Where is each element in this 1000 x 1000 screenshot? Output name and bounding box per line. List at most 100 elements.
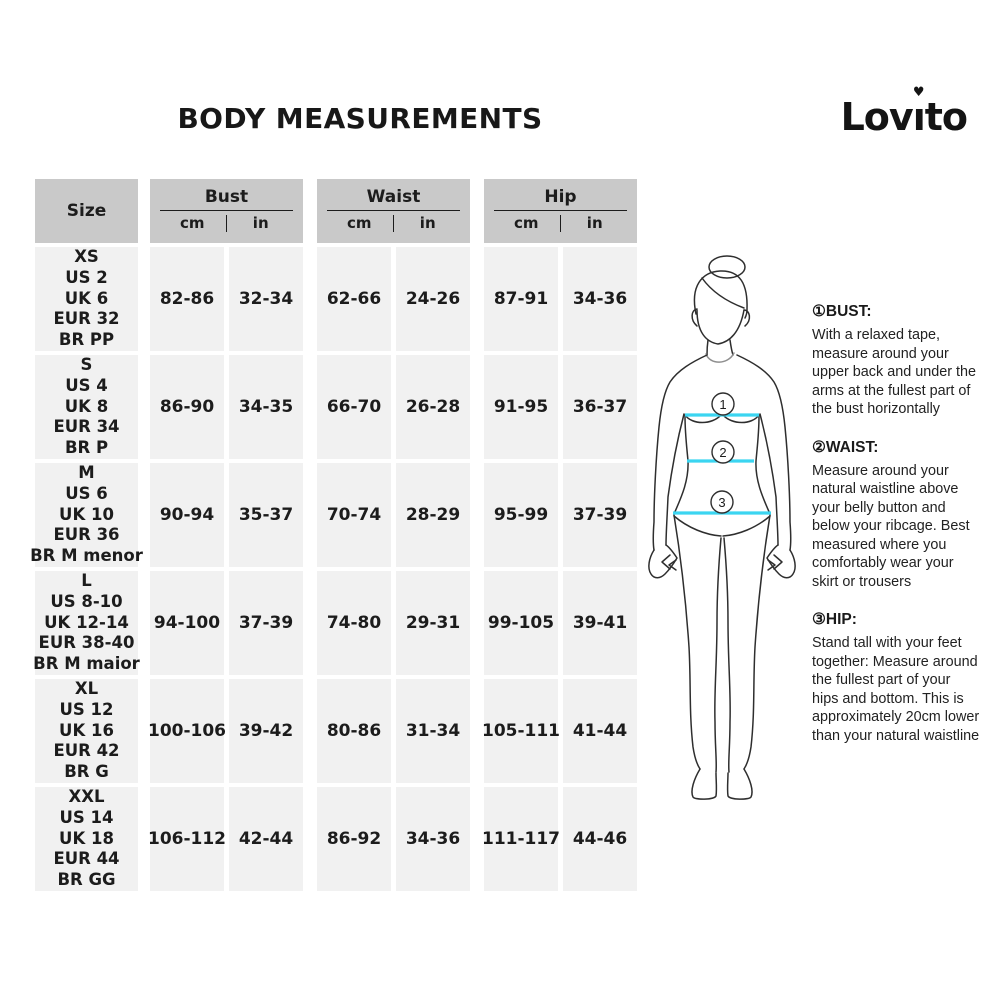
cell-xl-hip-cm: 105-111: [482, 679, 560, 783]
size-line: UK 10: [59, 504, 114, 524]
cell-m-waist-cm: 70-74: [317, 463, 391, 567]
right-foot: [726, 768, 753, 800]
left-foot: [691, 768, 718, 800]
size-line: UK 16: [59, 720, 114, 740]
cell-s-hip-in: 36-37: [563, 355, 637, 459]
face-outline: [696, 309, 745, 345]
waist-column-header: Waist cm in: [317, 179, 470, 243]
header-divider: [494, 209, 627, 211]
size-line: US 2: [65, 267, 108, 287]
size-line: US 4: [65, 375, 108, 395]
cell-xs-hip-cm: 87-91: [484, 247, 558, 351]
size-line: BR G: [64, 762, 109, 782]
cell-l-hip-cm: 99-105: [484, 571, 558, 675]
size-line: XXL: [68, 787, 105, 806]
size-line: L: [81, 571, 92, 590]
bust-curve-left: [684, 414, 722, 424]
cell-l-bust-in: 37-39: [229, 571, 303, 675]
hip-curve-right: [722, 515, 771, 537]
size-chart-table: Size Bust cm in Waist cm in Hip cm in XS…: [30, 179, 637, 891]
hip-column-header: Hip cm in: [484, 179, 637, 243]
heart-icon: ♥: [912, 85, 925, 100]
instruction-waist: ②WAIST: Measure around your natural wais…: [812, 438, 980, 592]
bust-in-unit-label: in: [252, 214, 269, 232]
size-line: US 8-10: [50, 591, 123, 611]
cell-xs-waist-cm: 62-66: [317, 247, 391, 351]
cell-xl-bust-in: 39-42: [229, 679, 303, 783]
bust-column-header: Bust cm in: [150, 179, 303, 243]
page-title: BODY MEASUREMENTS: [177, 102, 543, 135]
cell-xs-bust-cm: 82-86: [150, 247, 224, 351]
cell-s-bust-cm: 86-90: [150, 355, 224, 459]
bust-marker: 1: [711, 392, 735, 416]
bust-number-icon: ①: [812, 303, 826, 320]
right-fingers: [767, 554, 783, 571]
unit-divider: [392, 214, 395, 232]
size-column-header: Size: [35, 179, 138, 243]
waist-cm-unit-label: cm: [347, 214, 372, 232]
size-line: BR P: [64, 438, 109, 458]
cell-l-bust-cm: 94-100: [150, 571, 224, 675]
left-fingers: [661, 554, 677, 571]
size-line: XS: [74, 247, 99, 266]
cell-m-hip-cm: 95-99: [484, 463, 558, 567]
cell-xl-waist-cm: 80-86: [317, 679, 391, 783]
cell-xxl-waist-cm: 86-92: [317, 787, 391, 891]
size-line: BR M menor: [30, 546, 143, 566]
neck-left: [706, 339, 709, 356]
size-line: BR M maior: [33, 654, 140, 674]
cell-m-waist-in: 28-29: [396, 463, 470, 567]
waist-marker: 2: [711, 440, 735, 464]
size-line: EUR 32: [53, 309, 120, 329]
hair-fringe: [701, 277, 745, 309]
cell-s-waist-cm: 66-70: [317, 355, 391, 459]
instruction-bust: ①BUST: With a relaxed tape, measure arou…: [812, 302, 980, 419]
cell-s-bust-in: 34-35: [229, 355, 303, 459]
instruction-hip-heading: ③HIP:: [812, 611, 857, 628]
bust-curve-right: [722, 414, 760, 424]
size-cell-l: L US 8-10 UK 12-14 EUR 38-40 BR M maior: [33, 571, 140, 675]
size-line: EUR 34: [53, 417, 120, 437]
size-line: M: [78, 463, 95, 482]
body-figure-illustration: 1 2 3: [648, 255, 796, 800]
right-leg-outer: [743, 514, 771, 770]
left-hand: [648, 544, 678, 579]
cell-xl-waist-in: 31-34: [396, 679, 470, 783]
right-arm-inner: [759, 413, 779, 546]
size-line: BR GG: [57, 870, 116, 890]
torso-right: [755, 415, 771, 515]
svg-text:2: 2: [719, 445, 726, 460]
right-hand: [766, 544, 796, 579]
cell-m-bust-cm: 90-94: [150, 463, 224, 567]
size-line: US 12: [59, 699, 114, 719]
instruction-waist-heading: ②WAIST:: [812, 438, 879, 456]
waist-in-unit-label: in: [419, 214, 436, 232]
size-line: XL: [74, 679, 99, 698]
cell-xl-bust-cm: 100-106: [148, 679, 226, 783]
waist-number-icon: ②: [812, 438, 826, 456]
bust-cm-unit-label: cm: [180, 214, 205, 232]
cell-xxl-hip-in: 44-46: [563, 787, 637, 891]
cell-xs-waist-in: 24-26: [396, 247, 470, 351]
torso-left: [673, 415, 689, 515]
hip-number-icon: ③: [812, 611, 826, 628]
svg-text:1: 1: [719, 397, 726, 412]
svg-text:3: 3: [718, 495, 725, 510]
cell-xxl-hip-cm: 111-117: [482, 787, 560, 891]
size-line: EUR 42: [53, 741, 120, 761]
cell-xs-bust-in: 32-34: [229, 247, 303, 351]
header-divider: [327, 209, 460, 211]
hip-cm-unit-label: cm: [514, 214, 539, 232]
size-line: S: [80, 355, 93, 374]
unit-divider: [559, 214, 562, 232]
left-ear: [691, 308, 698, 327]
left-leg-inner: [714, 537, 722, 773]
cell-m-hip-in: 37-39: [563, 463, 637, 567]
cell-l-hip-in: 39-41: [563, 571, 637, 675]
size-line: UK 12-14: [44, 612, 129, 632]
waist-header-label: Waist: [366, 186, 421, 207]
cell-xxl-bust-cm: 106-112: [148, 787, 226, 891]
brand-logo: Lovı ♥ to: [840, 85, 968, 139]
left-arm-inner: [665, 413, 685, 546]
instruction-bust-text: With a relaxed tape, measure around your…: [812, 327, 977, 417]
